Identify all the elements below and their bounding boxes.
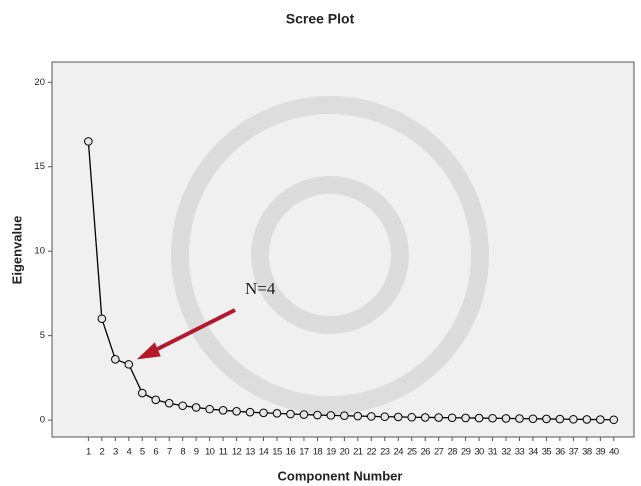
point bbox=[164, 398, 174, 408]
point bbox=[461, 413, 470, 423]
x-tick-label: 2 bbox=[100, 447, 105, 458]
x-tick-label: 24 bbox=[394, 447, 404, 458]
x-tick-label: 31 bbox=[488, 447, 498, 458]
point bbox=[474, 413, 484, 423]
x-tick-label: 17 bbox=[299, 447, 309, 458]
point bbox=[137, 388, 147, 398]
point bbox=[111, 354, 120, 364]
x-tick-label: 32 bbox=[501, 447, 511, 458]
x-tick-label: 30 bbox=[474, 447, 484, 458]
x-tick-label: 40 bbox=[609, 447, 619, 458]
series-line bbox=[87, 141, 614, 421]
point bbox=[528, 414, 538, 424]
point bbox=[582, 415, 592, 424]
x-axis-label: Component Number bbox=[278, 468, 403, 483]
point bbox=[84, 137, 93, 146]
point bbox=[555, 414, 565, 424]
x-tick-label: 28 bbox=[447, 447, 457, 458]
point bbox=[259, 408, 268, 418]
x-tick-label: 23 bbox=[380, 447, 390, 458]
point bbox=[515, 414, 524, 423]
x-tick-label: 20 bbox=[340, 447, 350, 458]
y-tick-label: 10 bbox=[34, 246, 45, 257]
point bbox=[434, 413, 443, 422]
point bbox=[609, 415, 619, 425]
point bbox=[420, 413, 430, 422]
point bbox=[218, 406, 228, 415]
point bbox=[596, 415, 605, 424]
point bbox=[299, 410, 309, 419]
point bbox=[232, 407, 241, 416]
x-tick-label: 15 bbox=[272, 447, 282, 458]
point bbox=[191, 403, 201, 412]
x-tick-label: 16 bbox=[286, 447, 296, 458]
point bbox=[340, 411, 349, 421]
point bbox=[569, 414, 578, 424]
point bbox=[178, 401, 187, 411]
point bbox=[353, 411, 363, 421]
watermark bbox=[171, 96, 489, 414]
point bbox=[366, 412, 376, 421]
x-tick-label: 19 bbox=[326, 447, 336, 458]
point bbox=[205, 404, 214, 414]
annotation-arrow bbox=[143, 308, 236, 358]
point bbox=[272, 409, 282, 418]
x-tick-label: 25 bbox=[407, 447, 417, 458]
x-tick-label: 34 bbox=[528, 447, 538, 458]
y-axis-label: Eigenvalue bbox=[9, 216, 24, 285]
x-tick-label: 36 bbox=[555, 447, 565, 458]
point bbox=[313, 410, 322, 420]
point bbox=[326, 411, 336, 420]
y-tick-label: 15 bbox=[34, 161, 45, 172]
point bbox=[380, 412, 390, 422]
plot-area bbox=[51, 61, 635, 438]
x-tick-label: 33 bbox=[515, 447, 525, 458]
annotation-arrowhead bbox=[136, 342, 161, 360]
x-tick-label: 39 bbox=[596, 447, 606, 458]
point bbox=[151, 395, 161, 405]
point bbox=[501, 414, 511, 423]
annotation: N=4 bbox=[245, 279, 276, 298]
point bbox=[447, 413, 457, 423]
point bbox=[488, 413, 497, 423]
y-tick-label: 5 bbox=[40, 330, 45, 341]
y-tick-label: 20 bbox=[34, 77, 45, 88]
x-tick-label: 10 bbox=[205, 447, 215, 458]
x-tick-label: 7 bbox=[167, 447, 172, 458]
x-tick-label: 9 bbox=[194, 447, 199, 458]
point bbox=[124, 360, 134, 369]
x-tick-label: 4 bbox=[126, 447, 131, 458]
x-tick-label: 22 bbox=[367, 447, 377, 458]
x-tick-label: 13 bbox=[245, 447, 255, 458]
point bbox=[542, 414, 551, 424]
x-tick-label: 27 bbox=[434, 447, 444, 458]
chart-title: Scree Plot bbox=[286, 11, 355, 27]
x-tick-label: 21 bbox=[353, 447, 363, 458]
x-tick-label: 8 bbox=[180, 447, 185, 458]
x-tick-label: 26 bbox=[420, 447, 430, 458]
x-tick-label: 38 bbox=[582, 447, 592, 458]
y-tick-label: 0 bbox=[40, 415, 45, 426]
point bbox=[393, 412, 403, 422]
x-tick-label: 6 bbox=[153, 447, 158, 458]
point bbox=[245, 407, 255, 417]
x-tick-label: 11 bbox=[219, 447, 228, 458]
x-tick-label: 12 bbox=[232, 447, 242, 458]
point bbox=[407, 412, 417, 422]
point bbox=[286, 409, 295, 419]
x-tick-label: 3 bbox=[113, 447, 118, 458]
x-tick-label: 35 bbox=[542, 447, 552, 458]
x-tick-label: 18 bbox=[313, 447, 323, 458]
x-tick-label: 37 bbox=[569, 447, 579, 458]
x-tick-label: 14 bbox=[259, 447, 269, 458]
x-tick-label: 5 bbox=[140, 447, 145, 458]
x-tick-label: 1 bbox=[86, 447, 91, 458]
x-tick-label: 29 bbox=[461, 447, 471, 458]
point bbox=[97, 314, 107, 324]
